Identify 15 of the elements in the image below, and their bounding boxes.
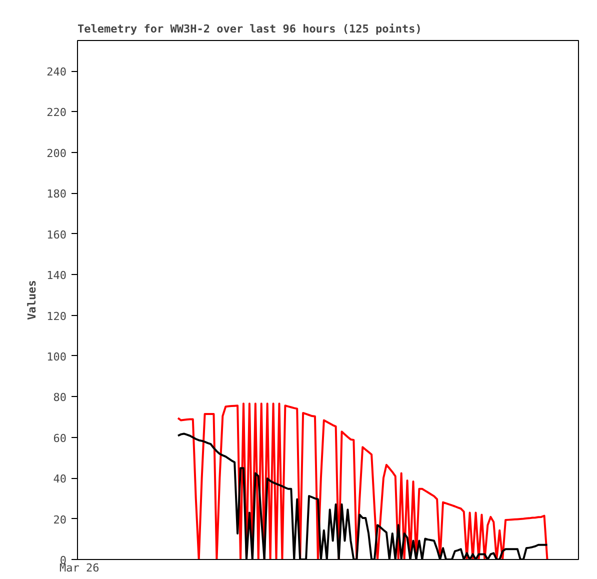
y-tick-label: 140 — [46, 269, 67, 282]
y-tick-label: 180 — [46, 188, 67, 201]
line-series — [177, 402, 548, 560]
y-tick-label: 80 — [53, 391, 67, 404]
chart-title: Telemetry for WW3H-2 over last 96 hours (125 points) — [78, 22, 422, 36]
y-tick-label: 200 — [46, 146, 67, 160]
y-tick-label: 160 — [46, 228, 67, 242]
y-tick-label: 20 — [53, 513, 67, 526]
y-tick-label: 60 — [53, 432, 67, 445]
y-axis-title: Values — [26, 280, 39, 320]
y-tick-label: 100 — [46, 350, 67, 364]
y-tick-label: 220 — [46, 106, 67, 120]
y-tick-label: 240 — [46, 66, 67, 79]
y-tick-label: 120 — [46, 310, 67, 323]
y-tick-label: 40 — [53, 472, 67, 486]
